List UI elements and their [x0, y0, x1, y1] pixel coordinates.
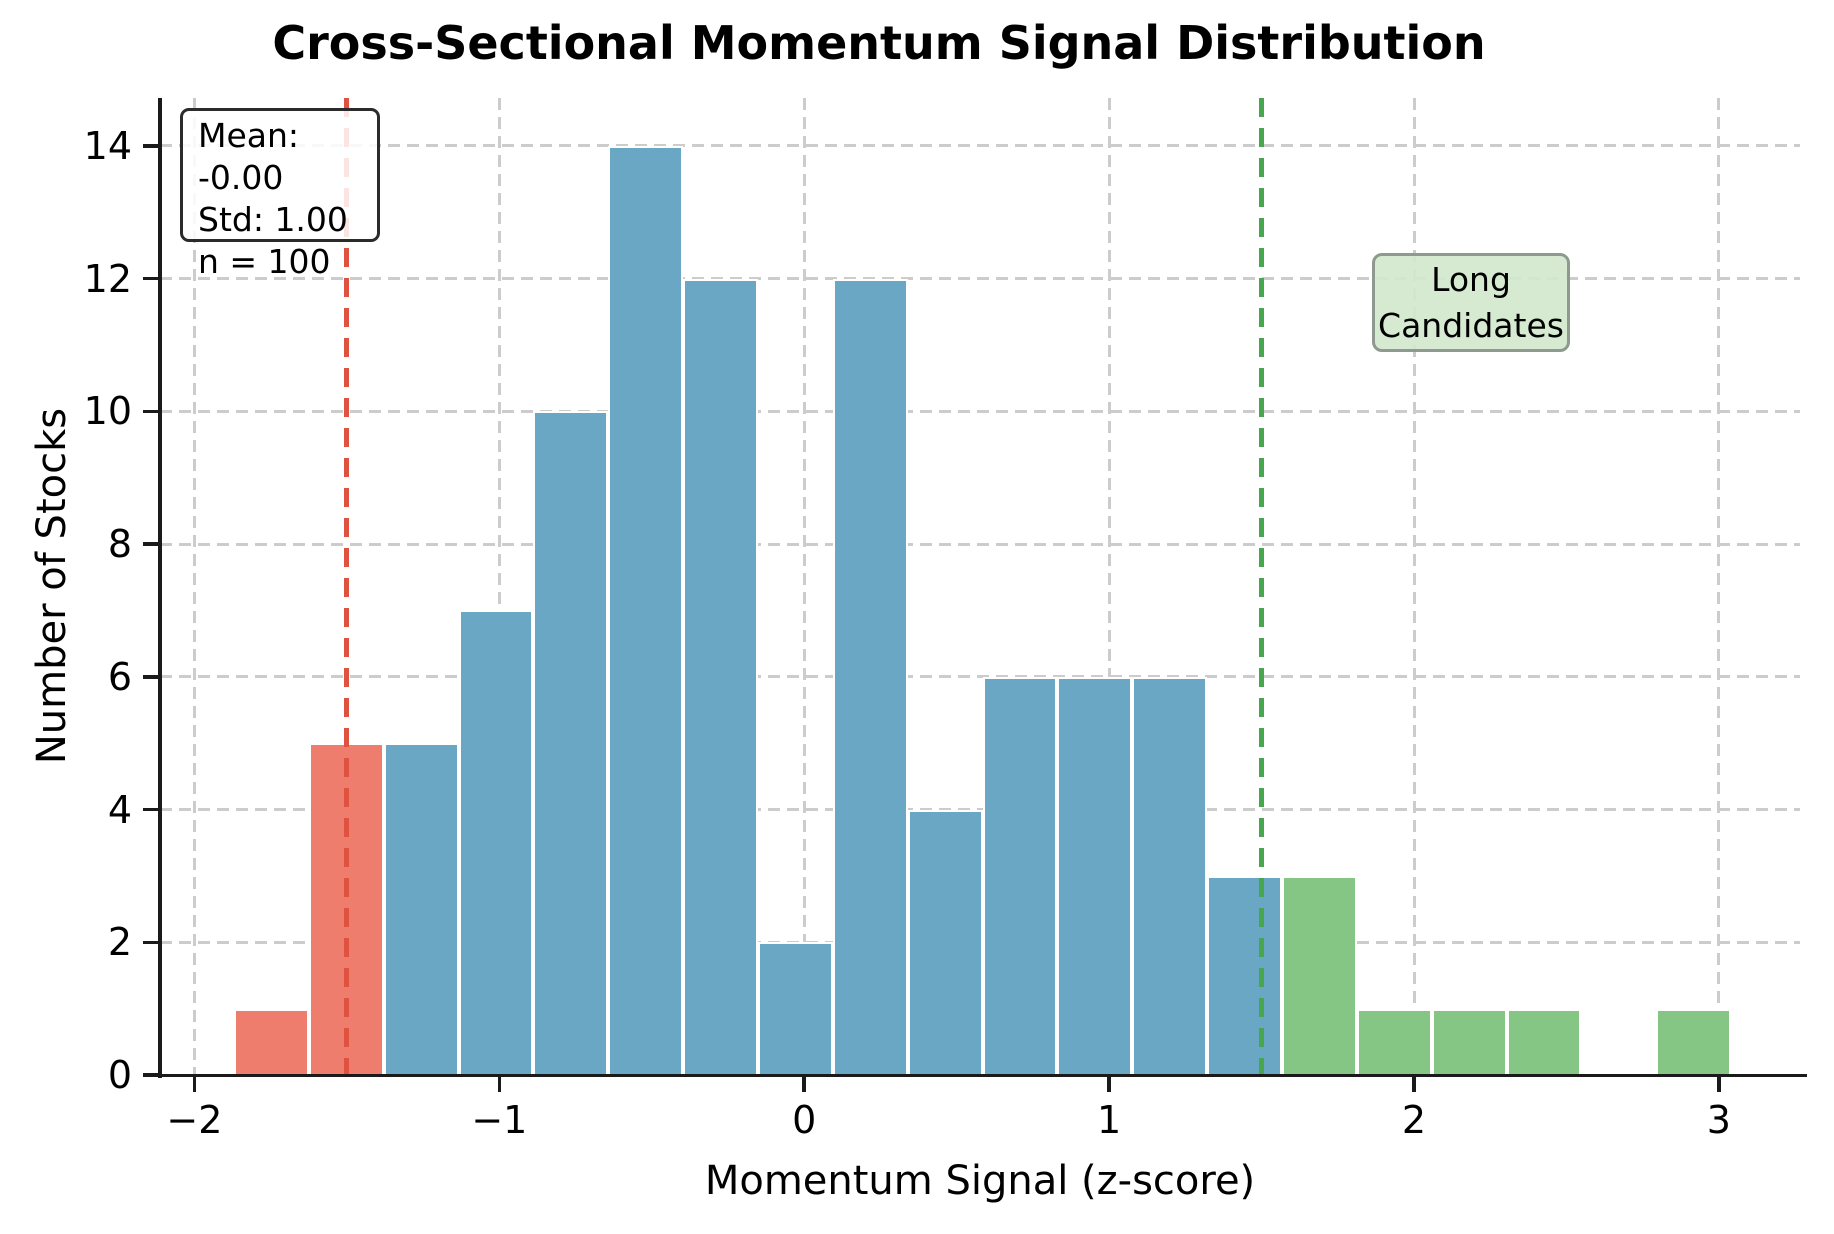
stats-box: Mean: -0.00 Std: 1.00 n = 100: [180, 108, 380, 281]
histogram-bar: [907, 809, 983, 1075]
x-tick: [192, 1077, 197, 1092]
histogram-bar: [234, 1008, 309, 1075]
x-tick-label: 1: [1097, 1098, 1122, 1142]
histogram-bar: [1356, 1008, 1432, 1075]
x-tick-label: −1: [471, 1098, 528, 1142]
x-gridline: [192, 98, 196, 1075]
y-gridline: [160, 675, 1800, 679]
x-tick: [1717, 1077, 1721, 1092]
y-tick-label: 2: [107, 920, 132, 965]
long-threshold-line: [1259, 98, 1265, 1075]
y-tick-label: 8: [107, 522, 132, 567]
y-gridline: [160, 277, 1800, 281]
y-tick: [143, 276, 158, 281]
y-axis-label: Number of Stocks: [29, 407, 75, 765]
histogram-bar: [1431, 1008, 1507, 1075]
y-tick-label: 12: [83, 256, 132, 301]
x-tick: [497, 1077, 502, 1092]
stats-mean: Mean: -0.00: [198, 116, 300, 197]
histogram-bar: [832, 278, 908, 1075]
y-tick-label: 6: [107, 654, 132, 699]
y-axis-spine: [158, 98, 162, 1078]
y-tick: [143, 940, 158, 944]
x-tick: [1107, 1077, 1111, 1092]
x-tick-label: 0: [792, 1098, 817, 1142]
y-gridline: [160, 409, 1800, 413]
x-gridline: [1412, 98, 1416, 1075]
histogram-bar: [383, 743, 459, 1075]
x-tick: [1412, 1077, 1416, 1092]
x-axis-spine: [145, 1073, 1807, 1077]
histogram-bar: [1207, 875, 1282, 1075]
y-tick: [143, 675, 158, 679]
stats-n: n = 100: [198, 242, 331, 281]
y-gridline: [160, 542, 1800, 546]
y-tick: [143, 409, 158, 414]
y-tick: [143, 807, 158, 812]
x-gridline: [497, 98, 501, 1075]
histogram-bar: [1506, 1008, 1582, 1075]
y-tick-label: 14: [83, 123, 132, 168]
histogram-bar: [758, 942, 833, 1075]
y-tick: [143, 144, 158, 148]
y-tick-label: 0: [107, 1053, 132, 1097]
x-tick-label: 2: [1401, 1098, 1427, 1142]
y-gridline: [160, 144, 1800, 148]
histogram-bar: [1281, 875, 1357, 1075]
histogram-bar: [1057, 676, 1133, 1075]
x-tick: [802, 1077, 806, 1092]
histogram-bar: [982, 676, 1058, 1075]
histogram-bar: [683, 278, 759, 1075]
long-candidates-line2: Candidates: [1378, 305, 1564, 345]
long-candidates-annotation: Long Candidates: [1372, 253, 1570, 352]
short-threshold-line: [344, 98, 350, 1075]
x-tick-label: −2: [166, 1098, 223, 1142]
y-tick-label: 4: [107, 787, 132, 832]
x-tick-label: 3: [1706, 1098, 1731, 1142]
y-tick: [143, 1073, 158, 1077]
x-axis-label: Momentum Signal (z-score): [704, 1158, 1256, 1204]
histogram-bar: [1132, 676, 1208, 1075]
histogram-bar: [1656, 1008, 1732, 1075]
histogram-bar: [533, 411, 609, 1075]
x-gridline: [1717, 98, 1721, 1075]
long-candidates-line1: Long: [1431, 259, 1511, 299]
stats-std: Std: 1.00: [198, 200, 348, 239]
x-gridline: [1107, 98, 1111, 1075]
x-gridline: [802, 98, 806, 1075]
histogram-bar: [458, 610, 534, 1075]
y-tick: [143, 542, 158, 546]
y-tick-label: 10: [83, 389, 132, 434]
chart-title: Cross-Sectional Momentum Signal Distribu…: [272, 16, 1486, 70]
histogram-bar: [608, 145, 684, 1075]
